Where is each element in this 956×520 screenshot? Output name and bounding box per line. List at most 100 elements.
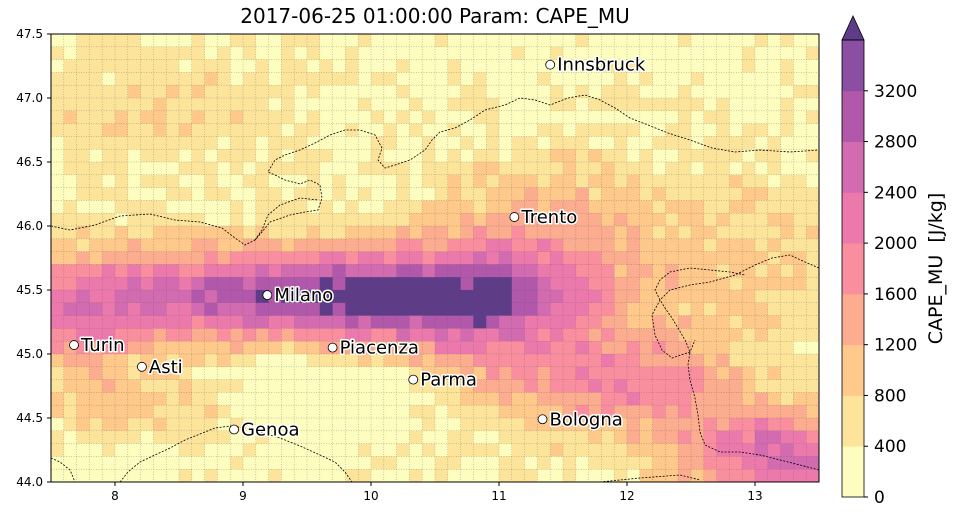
grid-cell bbox=[806, 251, 819, 265]
grid-cell bbox=[179, 443, 193, 457]
grid-cell bbox=[140, 392, 154, 406]
grid-cell bbox=[780, 251, 794, 265]
grid-cell bbox=[614, 200, 628, 214]
grid-cell bbox=[460, 136, 474, 150]
grid-cell bbox=[76, 110, 90, 125]
grid-cell bbox=[780, 315, 794, 329]
grid-cell bbox=[652, 469, 666, 482]
grid-cell bbox=[51, 405, 65, 419]
grid-cell bbox=[166, 392, 180, 406]
grid-cell bbox=[179, 226, 193, 240]
grid-cell bbox=[89, 264, 103, 278]
grid-cell bbox=[281, 238, 295, 253]
grid-cell bbox=[511, 469, 526, 482]
grid-cell bbox=[179, 213, 193, 227]
grid-cell bbox=[255, 213, 270, 227]
grid-cell bbox=[217, 200, 231, 214]
grid-cell bbox=[716, 162, 730, 176]
grid-cell bbox=[89, 162, 103, 176]
grid-cell bbox=[345, 366, 359, 381]
grid-cell bbox=[102, 456, 116, 470]
grid-cell bbox=[102, 98, 116, 112]
grid-cell bbox=[780, 290, 794, 304]
grid-cell bbox=[524, 264, 538, 278]
grid-cell bbox=[716, 200, 730, 214]
grid-cell bbox=[486, 59, 500, 73]
grid-cell bbox=[575, 174, 590, 189]
grid-cell bbox=[332, 187, 346, 201]
grid-cell bbox=[191, 200, 206, 214]
grid-cell bbox=[396, 251, 410, 265]
grid-cell bbox=[447, 59, 462, 73]
grid-cell bbox=[473, 85, 487, 99]
grid-cell bbox=[729, 379, 743, 393]
grid-cell bbox=[793, 162, 807, 176]
grid-cell bbox=[63, 354, 78, 368]
grid-cell bbox=[89, 277, 103, 291]
grid-cell bbox=[691, 46, 705, 61]
grid-cell bbox=[396, 341, 410, 355]
grid-cell bbox=[383, 430, 398, 445]
grid-cell bbox=[140, 238, 154, 253]
grid-cell bbox=[524, 226, 538, 240]
grid-cell bbox=[563, 251, 577, 265]
grid-cell bbox=[486, 277, 500, 291]
grid-cell bbox=[166, 264, 180, 278]
grid-cell bbox=[153, 456, 167, 470]
grid-cell bbox=[63, 405, 78, 419]
city-label: Bologna bbox=[550, 409, 623, 430]
grid-cell bbox=[230, 302, 244, 317]
grid-cell bbox=[499, 456, 513, 470]
grid-cell bbox=[665, 98, 679, 112]
grid-cell bbox=[742, 379, 756, 393]
grid-cell bbox=[511, 443, 526, 457]
grid-cell bbox=[550, 46, 564, 61]
grid-cell bbox=[383, 418, 398, 432]
grid-cell bbox=[358, 200, 372, 214]
grid-cell bbox=[140, 302, 154, 317]
city-label: Asti bbox=[149, 357, 183, 378]
grid-cell bbox=[140, 162, 154, 176]
grid-cell bbox=[793, 174, 807, 189]
grid-cell bbox=[627, 290, 641, 304]
grid-cell bbox=[665, 46, 679, 61]
grid-cell bbox=[550, 98, 564, 112]
grid-cell bbox=[422, 392, 436, 406]
grid-cell bbox=[371, 315, 385, 329]
grid-cell bbox=[601, 264, 615, 278]
grid-cell bbox=[51, 366, 65, 381]
grid-cell bbox=[703, 149, 718, 163]
grid-cell bbox=[473, 162, 487, 176]
grid-cell bbox=[447, 136, 462, 150]
grid-cell bbox=[63, 174, 78, 189]
grid-cell bbox=[63, 328, 78, 342]
grid-cell bbox=[511, 379, 526, 393]
grid-cell bbox=[166, 174, 180, 189]
grid-cell bbox=[76, 123, 90, 137]
grid-cell bbox=[358, 226, 372, 240]
grid-cell bbox=[473, 238, 487, 253]
grid-cell bbox=[166, 200, 180, 214]
grid-cell bbox=[588, 277, 602, 291]
grid-cell bbox=[780, 72, 794, 86]
grid-cell bbox=[435, 379, 449, 393]
grid-cell bbox=[281, 315, 295, 329]
grid-cell bbox=[460, 213, 474, 227]
grid-cell bbox=[473, 226, 487, 240]
grid-cell bbox=[627, 328, 641, 342]
grid-cell bbox=[563, 392, 577, 406]
city-label: Parma bbox=[420, 370, 477, 391]
grid-cell bbox=[563, 123, 577, 137]
grid-cell bbox=[614, 366, 628, 381]
grid-cell bbox=[243, 72, 257, 86]
grid-cell bbox=[76, 162, 90, 176]
grid-cell bbox=[652, 110, 666, 125]
south-east-coast bbox=[599, 474, 701, 482]
grid-cell bbox=[435, 251, 449, 265]
grid-cell bbox=[358, 277, 372, 291]
grid-cell bbox=[486, 226, 500, 240]
grid-cell bbox=[422, 366, 436, 381]
grid-cell bbox=[678, 187, 692, 201]
grid-cell bbox=[243, 315, 257, 329]
grid-cell bbox=[102, 354, 116, 368]
